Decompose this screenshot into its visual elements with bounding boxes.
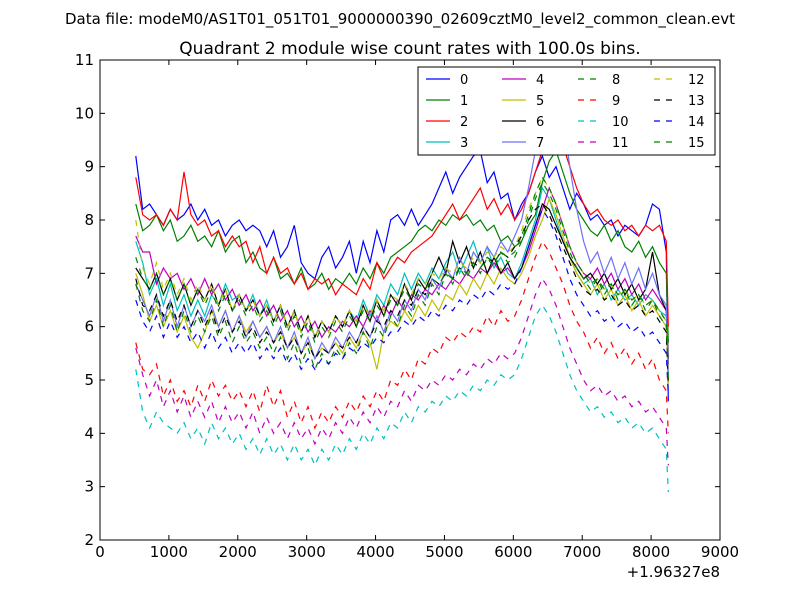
- legend-frame: [417, 66, 716, 156]
- x-tick-label: 7000: [563, 543, 601, 561]
- series-line-3: [135, 186, 669, 381]
- series-line-11: [135, 277, 669, 466]
- y-tick-label: 2: [84, 531, 94, 549]
- chart-title: Quadrant 2 module wise count rates with …: [179, 39, 640, 59]
- series-line-8: [135, 181, 669, 386]
- legend-label-1: 1: [460, 94, 468, 109]
- y-tick-label: 9: [84, 158, 94, 176]
- y-tick-label: 8: [84, 211, 94, 229]
- series-line-2: [135, 133, 669, 327]
- axes-frame: [99, 59, 721, 541]
- x-tick-label: 1000: [150, 543, 188, 561]
- x-tick-label: 2000: [219, 543, 257, 561]
- series-line-13: [135, 203, 669, 386]
- legend-label-5: 5: [536, 94, 544, 109]
- y-tick-label: 11: [75, 51, 94, 69]
- x-tick-label: 4000: [356, 543, 394, 561]
- y-tick-label: 6: [84, 318, 94, 336]
- legend-label-14: 14: [688, 115, 705, 130]
- y-tick-label: 10: [75, 104, 94, 122]
- y-tick-label: 5: [84, 371, 94, 389]
- legend-label-15: 15: [688, 136, 705, 151]
- legend-label-8: 8: [612, 73, 620, 88]
- legend-label-11: 11: [612, 136, 629, 151]
- x-tick-label: 0: [95, 543, 105, 561]
- legend-label-9: 9: [612, 94, 620, 109]
- series-line-1: [135, 149, 669, 343]
- series-line-12: [135, 176, 669, 381]
- x-tick-label: 5000: [425, 543, 463, 561]
- series-line-0: [135, 149, 669, 402]
- legend-label-13: 13: [688, 94, 705, 109]
- series-line-10: [135, 304, 669, 493]
- y-tick-label: 3: [84, 478, 94, 496]
- legend-label-6: 6: [536, 115, 544, 130]
- series-layer: [135, 90, 669, 493]
- x-tick-label: 8000: [632, 543, 670, 561]
- legend-label-7: 7: [536, 136, 544, 151]
- x-tick-label: 3000: [288, 543, 326, 561]
- data-file-suptitle: Data file: modeM0/AS1T01_051T01_90000003…: [65, 10, 735, 29]
- x-tick-label: 6000: [494, 543, 532, 561]
- x-offset-label: +1.96327e8: [627, 563, 720, 581]
- legend-label-4: 4: [536, 73, 544, 88]
- legend-label-0: 0: [460, 73, 468, 88]
- legend-label-10: 10: [612, 115, 629, 130]
- y-tick-label: 4: [84, 424, 94, 442]
- legend-label-3: 3: [460, 136, 468, 151]
- series-line-15: [135, 176, 669, 381]
- ticks-layer: 0 1000 2000 3000 4000 5000 6000 7000 8000 9000 2 3 4…: [75, 51, 739, 561]
- series-line-9: [135, 240, 669, 434]
- series-line-14: [135, 208, 669, 397]
- legend-label-12: 12: [688, 73, 705, 88]
- legend-label-2: 2: [460, 115, 468, 130]
- x-tick-label: 9000: [701, 543, 739, 561]
- y-tick-label: 7: [84, 264, 94, 282]
